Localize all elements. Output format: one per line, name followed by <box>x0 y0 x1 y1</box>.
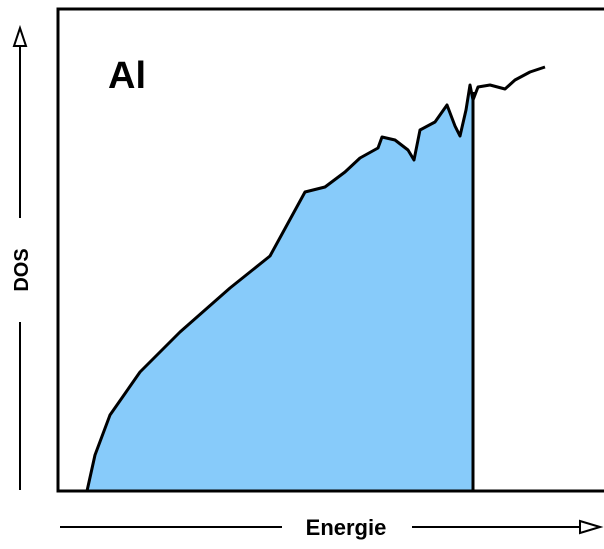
frame <box>56 7 604 493</box>
y-axis-label: DOS <box>11 248 33 291</box>
y-arrow-head <box>12 24 28 47</box>
x-axis-label: Energie <box>306 515 387 540</box>
x-arrow-head <box>579 519 604 535</box>
dos-curve <box>85 65 546 492</box>
element-label: Al <box>108 55 146 97</box>
occupied-area <box>87 85 473 491</box>
